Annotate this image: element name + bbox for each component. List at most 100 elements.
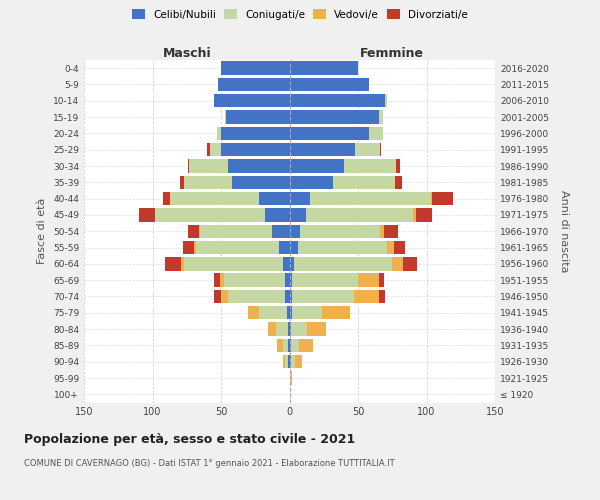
Bar bbox=[301, 224, 380, 238]
Bar bbox=[221, 290, 228, 303]
Bar bbox=[432, 192, 452, 205]
Bar bbox=[290, 160, 344, 172]
Bar bbox=[232, 176, 290, 189]
Bar bbox=[225, 110, 226, 124]
Bar bbox=[163, 192, 170, 205]
Bar bbox=[194, 241, 196, 254]
Bar bbox=[290, 257, 293, 270]
Bar bbox=[416, 208, 432, 222]
Text: Femmine: Femmine bbox=[360, 47, 424, 60]
Bar bbox=[379, 290, 385, 303]
Bar bbox=[288, 355, 290, 368]
Bar bbox=[228, 290, 286, 303]
Bar bbox=[286, 355, 288, 368]
Bar bbox=[344, 160, 397, 172]
Bar bbox=[306, 208, 413, 222]
Text: COMUNE DI CAVERNAGO (BG) - Dati ISTAT 1° gennaio 2021 - Elaborazione TUTTITALIA.: COMUNE DI CAVERNAGO (BG) - Dati ISTAT 1°… bbox=[24, 459, 395, 468]
Bar bbox=[184, 176, 232, 189]
Bar bbox=[248, 306, 259, 320]
Bar bbox=[278, 241, 290, 254]
Bar bbox=[221, 62, 290, 75]
Bar bbox=[155, 208, 265, 222]
Bar bbox=[392, 257, 403, 270]
Bar bbox=[354, 290, 379, 303]
Bar bbox=[283, 338, 288, 352]
Bar bbox=[283, 257, 290, 270]
Y-axis label: Anni di nascita: Anni di nascita bbox=[559, 190, 569, 272]
Bar bbox=[265, 208, 290, 222]
Bar bbox=[286, 274, 290, 287]
Text: Maschi: Maschi bbox=[163, 47, 211, 60]
Bar bbox=[358, 274, 379, 287]
Bar bbox=[290, 176, 334, 189]
Bar bbox=[208, 143, 210, 156]
Bar bbox=[196, 241, 278, 254]
Bar bbox=[291, 355, 295, 368]
Bar bbox=[413, 208, 416, 222]
Bar bbox=[259, 192, 290, 205]
Bar bbox=[188, 160, 190, 172]
Bar bbox=[218, 78, 290, 91]
Bar bbox=[214, 274, 220, 287]
Bar bbox=[290, 241, 298, 254]
Bar bbox=[380, 143, 381, 156]
Bar bbox=[190, 160, 228, 172]
Bar bbox=[210, 143, 221, 156]
Bar bbox=[307, 322, 326, 336]
Bar bbox=[224, 274, 286, 287]
Bar bbox=[290, 126, 369, 140]
Bar bbox=[290, 338, 291, 352]
Bar bbox=[290, 224, 301, 238]
Bar bbox=[287, 306, 290, 320]
Bar bbox=[431, 192, 432, 205]
Bar bbox=[291, 322, 307, 336]
Bar bbox=[290, 274, 292, 287]
Text: Popolazione per età, sesso e stato civile - 2021: Popolazione per età, sesso e stato civil… bbox=[24, 432, 355, 446]
Bar bbox=[139, 208, 155, 222]
Bar bbox=[322, 306, 350, 320]
Bar bbox=[180, 176, 184, 189]
Bar bbox=[221, 126, 290, 140]
Bar bbox=[288, 338, 290, 352]
Bar bbox=[403, 257, 417, 270]
Bar bbox=[290, 372, 291, 384]
Bar bbox=[290, 306, 292, 320]
Bar bbox=[291, 372, 292, 384]
Bar bbox=[379, 274, 384, 287]
Bar bbox=[292, 290, 354, 303]
Bar bbox=[277, 338, 283, 352]
Bar bbox=[268, 322, 276, 336]
Bar bbox=[395, 176, 402, 189]
Bar bbox=[385, 94, 387, 108]
Bar bbox=[276, 322, 288, 336]
Bar bbox=[259, 306, 287, 320]
Bar bbox=[369, 126, 383, 140]
Bar bbox=[181, 257, 184, 270]
Bar bbox=[290, 322, 291, 336]
Bar bbox=[291, 338, 299, 352]
Bar bbox=[286, 290, 290, 303]
Bar bbox=[290, 143, 355, 156]
Bar bbox=[290, 290, 292, 303]
Bar bbox=[290, 355, 291, 368]
Bar bbox=[290, 110, 379, 124]
Bar bbox=[379, 110, 383, 124]
Bar bbox=[290, 62, 358, 75]
Bar bbox=[310, 192, 431, 205]
Bar bbox=[184, 257, 283, 270]
Bar bbox=[292, 274, 358, 287]
Bar bbox=[199, 224, 200, 238]
Legend: Celibi/Nubili, Coniugati/e, Vedovi/e, Divorziati/e: Celibi/Nubili, Coniugati/e, Vedovi/e, Di… bbox=[128, 5, 472, 24]
Bar bbox=[217, 126, 221, 140]
Bar bbox=[170, 192, 259, 205]
Bar bbox=[226, 110, 290, 124]
Bar bbox=[299, 338, 313, 352]
Bar bbox=[283, 355, 286, 368]
Bar bbox=[394, 241, 404, 254]
Bar bbox=[334, 176, 395, 189]
Bar bbox=[200, 224, 272, 238]
Bar bbox=[290, 208, 306, 222]
Bar bbox=[295, 355, 302, 368]
Bar bbox=[290, 192, 310, 205]
Bar bbox=[292, 306, 322, 320]
